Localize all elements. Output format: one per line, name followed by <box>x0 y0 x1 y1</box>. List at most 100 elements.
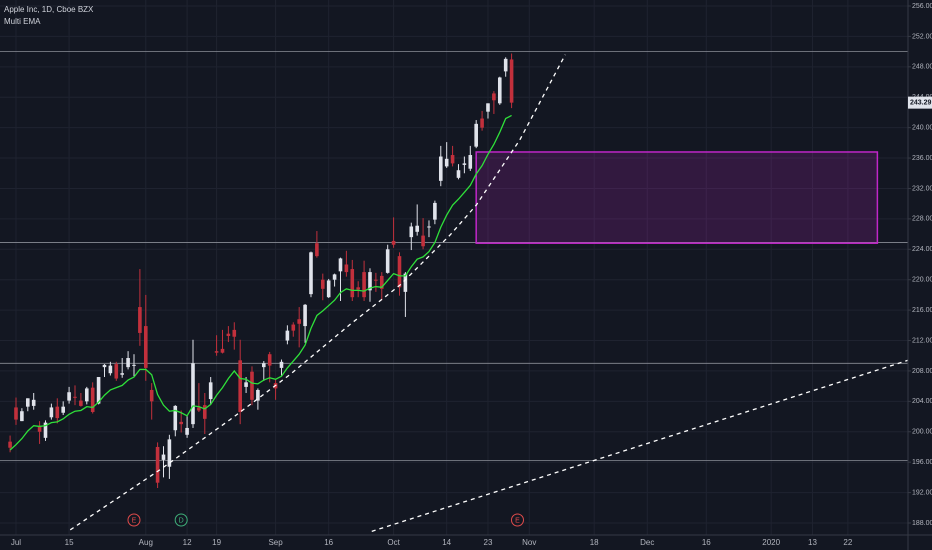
candle-body <box>309 252 313 295</box>
candle-body <box>238 360 242 412</box>
candle-body <box>344 264 349 273</box>
candle-body <box>197 407 201 411</box>
event-label: D <box>179 517 184 524</box>
candle-body <box>132 364 136 366</box>
y-tick-label: 252.00 <box>912 33 932 40</box>
candle-body <box>409 226 414 238</box>
candle-body <box>468 155 473 169</box>
candle-body <box>462 163 467 165</box>
candle-body <box>73 396 77 398</box>
candle-body <box>37 425 42 432</box>
candle-body <box>232 329 237 337</box>
y-tick-label: 232.00 <box>912 185 932 192</box>
candle-body <box>161 454 166 460</box>
axes: 188.00 192.00 196.00 200.00 204.00 208.00 212.… <box>11 3 932 547</box>
candle-body <box>114 364 119 379</box>
candle-body <box>267 354 272 366</box>
candle-body <box>379 275 384 289</box>
x-tick-label: Dec <box>640 538 654 547</box>
candle-body <box>320 279 325 289</box>
candle-body <box>167 439 172 467</box>
candle-body <box>49 407 54 418</box>
x-tick-label: 22 <box>843 538 852 547</box>
x-tick-label: Nov <box>522 538 536 547</box>
candle-body <box>456 170 461 178</box>
candle-body <box>433 202 437 220</box>
candle-body <box>326 280 331 298</box>
candle-body <box>244 382 248 387</box>
candle-body <box>79 400 83 406</box>
y-tick-label: 240.00 <box>912 124 932 131</box>
candle-body <box>143 326 148 368</box>
candle-body <box>497 77 502 104</box>
candle-body <box>397 256 402 288</box>
candle-body <box>450 155 455 164</box>
ema-line <box>9 114 512 451</box>
candle-body <box>202 405 207 419</box>
candle-body <box>108 365 113 374</box>
candle-body <box>285 330 290 341</box>
candle-body <box>362 272 366 298</box>
candle-body <box>120 373 124 375</box>
last-price-label: 243.29 <box>910 99 932 106</box>
candle-body <box>84 388 89 402</box>
y-tick-label: 248.00 <box>912 64 932 71</box>
event-marker <box>510 513 524 527</box>
last-price-box <box>908 96 932 109</box>
candle-body <box>415 225 419 232</box>
candle-body <box>444 158 449 167</box>
candle-body <box>474 123 478 147</box>
candle-body <box>67 392 71 401</box>
candle-body <box>208 382 213 400</box>
candle-body <box>90 387 95 412</box>
candle-body <box>126 358 130 368</box>
candle-body <box>492 93 496 101</box>
event-label: E <box>132 517 137 524</box>
x-tick-label: 16 <box>324 538 333 547</box>
y-tick-label: 204.00 <box>912 398 932 405</box>
y-tick-label: 212.00 <box>912 337 932 344</box>
candle-body <box>509 59 514 103</box>
y-tick-label: 256.00 <box>912 3 932 10</box>
y-tick-label: 216.00 <box>912 307 932 314</box>
x-tick-label: 14 <box>442 538 451 547</box>
candle-body <box>391 240 396 245</box>
candle-body <box>279 361 284 368</box>
candle-body <box>250 371 254 400</box>
candle-body <box>356 287 360 290</box>
candle-body <box>102 364 107 368</box>
x-tick-label: 16 <box>702 538 711 547</box>
candle-body <box>20 411 24 422</box>
x-tick-label: 13 <box>808 538 817 547</box>
x-tick-label: 18 <box>590 538 599 547</box>
candle-body <box>220 348 225 353</box>
candle-body <box>303 304 307 327</box>
x-tick-label: Aug <box>139 538 153 547</box>
candle-body <box>374 279 378 281</box>
candle-body <box>14 407 18 420</box>
candle-body <box>191 363 195 425</box>
y-tick-label: 196.00 <box>912 459 932 466</box>
candle-body <box>214 351 219 353</box>
candle-body <box>61 406 65 413</box>
event-label: E <box>515 517 520 524</box>
candle-body <box>179 421 183 425</box>
candle-body <box>368 272 372 291</box>
event-marker <box>174 513 188 527</box>
grid <box>0 0 908 535</box>
y-tick-label: 224.00 <box>912 246 932 253</box>
y-tick-label: 236.00 <box>912 155 932 162</box>
candle-body <box>43 422 48 438</box>
candle-body <box>25 398 30 407</box>
trend-line <box>371 359 909 532</box>
candle-body <box>315 243 319 257</box>
x-tick-label: 2020 <box>762 538 780 547</box>
trend-line <box>69 54 566 531</box>
candle-body <box>385 249 390 273</box>
y-tick-label: 208.00 <box>912 368 932 375</box>
candle-body <box>338 258 343 272</box>
candle-body <box>486 103 490 112</box>
candle-body <box>138 307 142 333</box>
x-tick-label: 23 <box>484 538 493 547</box>
